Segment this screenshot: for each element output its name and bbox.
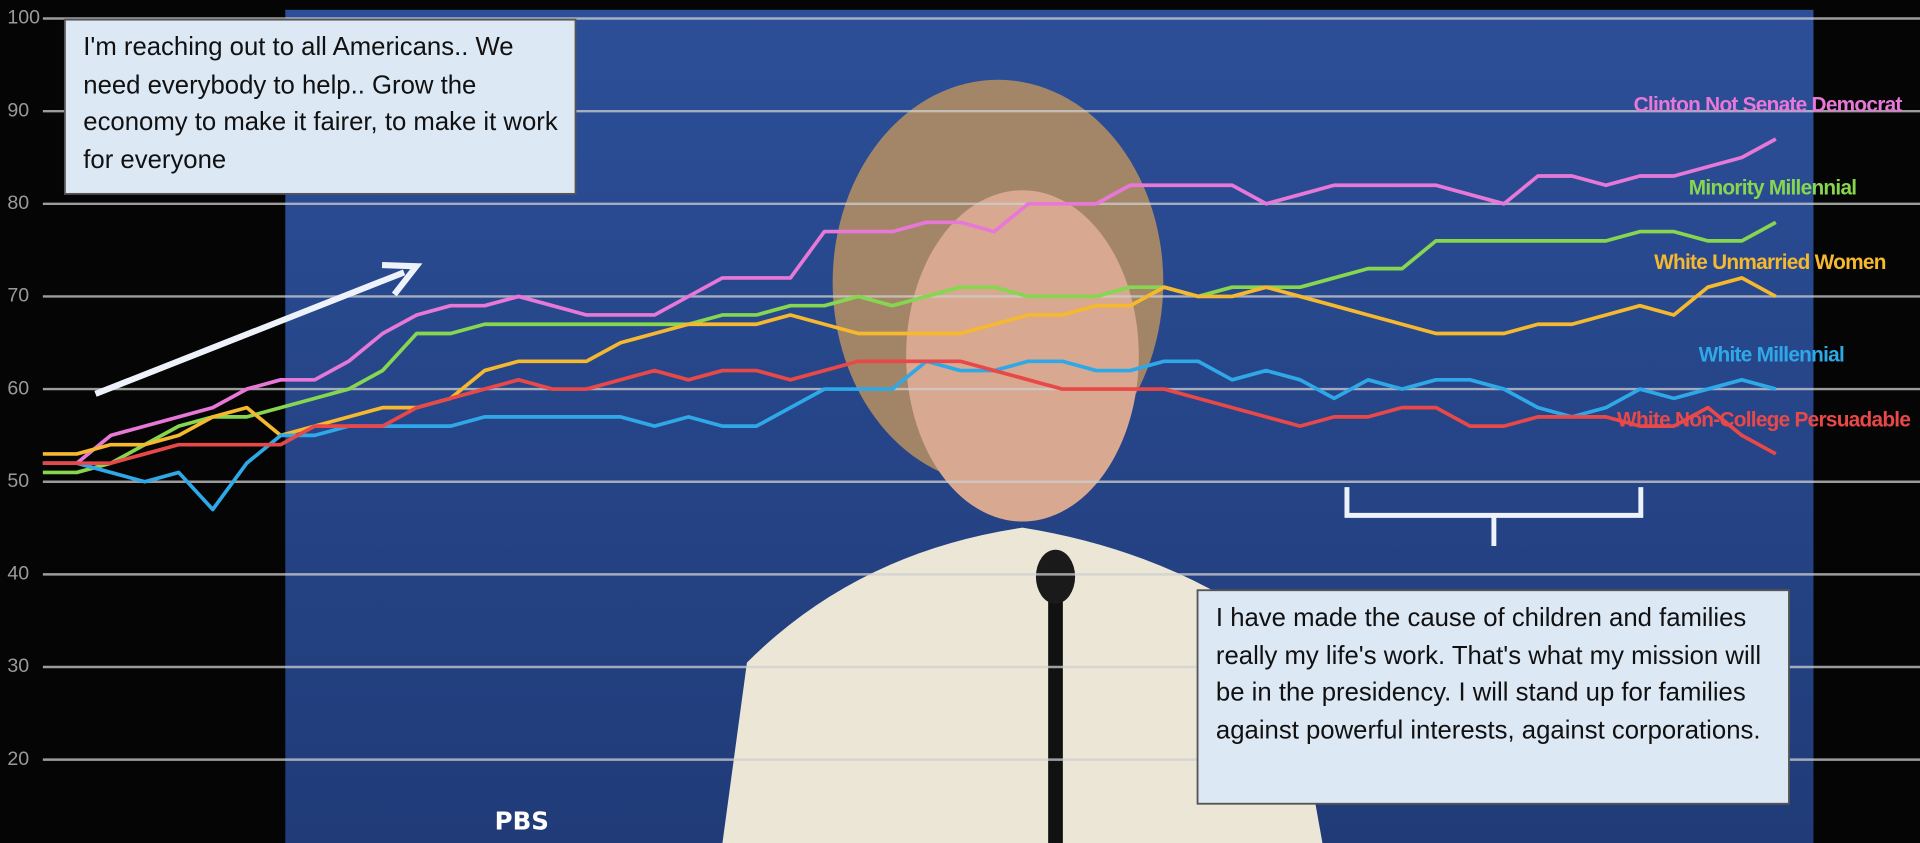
arrow-head (381, 261, 423, 297)
jacket (722, 527, 1323, 843)
brace (1344, 487, 1644, 547)
annotation-text: I'm reaching out to all Americans.. We n… (83, 33, 558, 174)
microphone-head (1035, 549, 1076, 604)
lines (42, 137, 1777, 512)
annotation-text: I have made the cause of children and fa… (1215, 603, 1762, 745)
y-tick-label: 90 (7, 99, 29, 121)
annotation-box (1196, 589, 1790, 805)
annotation-text: I'm reaching out to all Americans.. We n… (83, 33, 558, 174)
series-line (42, 276, 1777, 456)
y-tick-label: 50 (7, 470, 29, 492)
y-tick-label: 20 (7, 748, 29, 770)
series-line (42, 359, 1777, 466)
y-tick-label: 100 (7, 7, 40, 29)
arrow-shaft (94, 269, 406, 397)
y-tick-label: 30 (7, 655, 29, 677)
series-label: White Unmarried Women (1654, 251, 1886, 274)
y-tick-label: 40 (7, 563, 29, 585)
series-label: Clinton Not Senate Democrat (1634, 93, 1903, 116)
y-tick-label: 70 (7, 285, 29, 307)
series-label: Minority Millennial (1689, 177, 1857, 200)
series-line (42, 220, 1777, 475)
series-label: White Millennial (1699, 343, 1844, 366)
annotation-text: I have made the cause of children and fa… (1215, 603, 1762, 745)
series-label: White Non-College Persuadable (1617, 408, 1910, 431)
microphone (1048, 576, 1063, 843)
series-line (42, 137, 1777, 466)
y-tick-label: 60 (7, 377, 29, 399)
series-line (42, 359, 1777, 512)
y-tick-label: 80 (7, 192, 29, 214)
series-labels: Clinton Not Senate Democrat Minority Mill… (1617, 93, 1911, 431)
face (906, 190, 1139, 522)
network-logo: PBS (495, 806, 549, 835)
annotation-box (63, 18, 577, 195)
